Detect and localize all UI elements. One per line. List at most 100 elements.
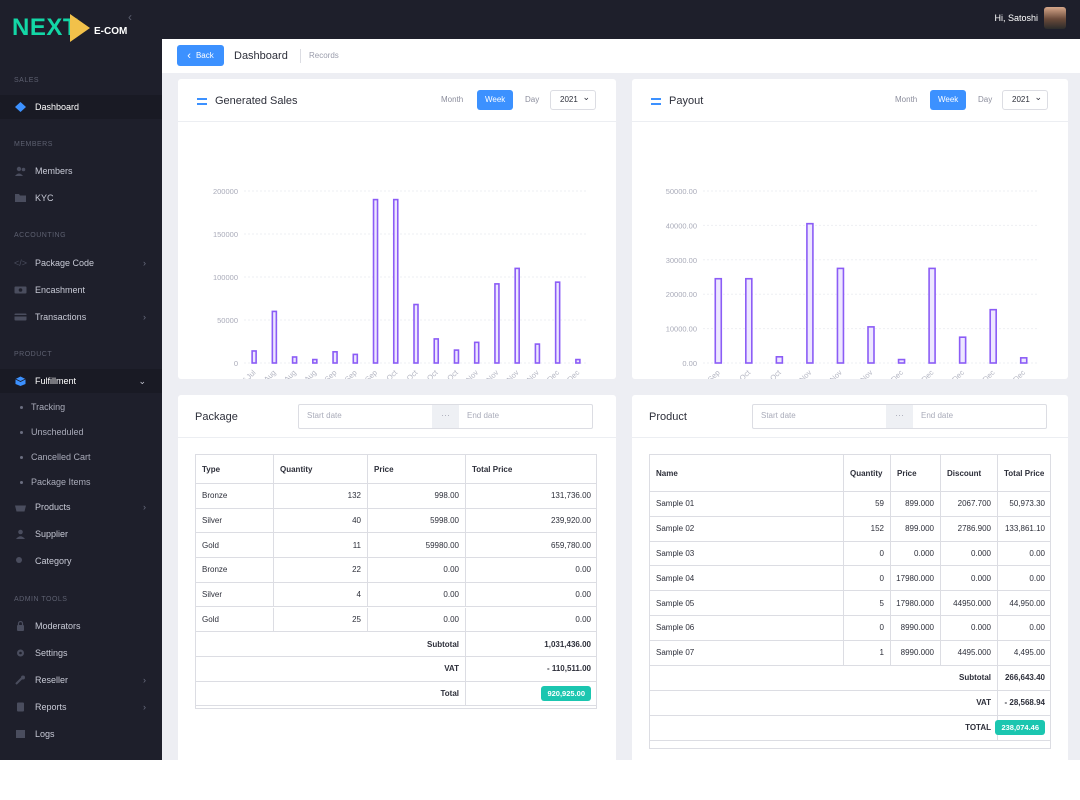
bar[interactable]	[928, 267, 936, 364]
table-cell: 0.00	[368, 558, 466, 582]
chevron-right-icon: ›	[143, 312, 146, 322]
product-card: Product Start date ··· End date Name Quan…	[632, 395, 1068, 760]
bar[interactable]	[554, 281, 561, 364]
table-cell: 44950.000	[941, 591, 998, 615]
filter-month[interactable]: Month	[895, 95, 918, 104]
bar[interactable]	[433, 338, 440, 364]
bar[interactable]	[352, 353, 359, 364]
bar[interactable]	[867, 326, 875, 364]
year-select[interactable]: 2021	[550, 88, 596, 110]
sidebar-item-members[interactable]: Members	[0, 159, 162, 183]
sidebar-item-products[interactable]: Products ›	[0, 495, 162, 519]
bar[interactable]	[332, 351, 338, 364]
sidebar-item-reports[interactable]: Reports ›	[0, 695, 162, 719]
y-tick-label: 10000.00	[666, 325, 697, 334]
sidebar-subitem-unscheduled[interactable]: Unscheduled	[20, 427, 84, 437]
sidebar-subitem-cancelled-cart[interactable]: Cancelled Cart	[20, 452, 91, 462]
bar[interactable]	[714, 277, 723, 364]
start-date-input[interactable]: Start date	[761, 411, 796, 420]
sidebar-item-transactions[interactable]: Transactions ›	[0, 305, 162, 329]
sidebar-item-settings[interactable]: Settings	[0, 641, 162, 665]
filter-day[interactable]: Day	[978, 95, 993, 104]
table-cell: 0.00	[575, 565, 591, 575]
bar[interactable]	[1019, 357, 1028, 364]
table-cell: Sample 01	[650, 492, 844, 516]
back-button[interactable]: ‹ Back	[177, 45, 224, 66]
sidebar-item-logs[interactable]: Logs	[0, 722, 162, 746]
column-header: Price	[368, 455, 466, 483]
bar[interactable]	[392, 198, 399, 364]
bar[interactable]	[534, 343, 541, 364]
bar[interactable]	[575, 358, 581, 364]
year-select[interactable]: 2021	[1002, 88, 1048, 110]
table-cell: Gold	[196, 533, 274, 558]
filter-day[interactable]: Day	[525, 95, 540, 104]
table-cell: 17980.000	[891, 591, 941, 615]
bar[interactable]	[251, 350, 257, 364]
cash-icon	[14, 286, 27, 294]
sidebar-item-moderators[interactable]: Moderators	[0, 614, 162, 638]
filter-month[interactable]: Month	[441, 95, 464, 104]
user-greeting[interactable]: Hi, Satoshi	[994, 13, 1038, 23]
sidebar-item-fulfillment[interactable]: Fulfillment ⌄	[0, 369, 162, 393]
summary-value: 238,074.46	[995, 716, 1051, 740]
end-date-input[interactable]: End date	[921, 411, 954, 420]
start-date-input[interactable]: Start date	[307, 411, 342, 420]
bar[interactable]	[775, 356, 784, 364]
sidebar-item-category[interactable]: Category	[0, 549, 162, 573]
sidebar-item-reseller[interactable]: Reseller ›	[0, 668, 162, 692]
filter-week[interactable]: Week	[930, 90, 967, 110]
bar[interactable]	[806, 222, 814, 364]
bar[interactable]	[453, 349, 460, 364]
table-cell: Sample 06	[650, 616, 844, 640]
table-cell: 0.00	[1029, 573, 1045, 583]
sidebar-item-dashboard[interactable]: Dashboard	[0, 95, 162, 119]
date-range-picker[interactable]: Start date ··· End date	[298, 404, 593, 429]
table-cell: 0.00	[575, 614, 591, 624]
sidebar: NEXT E-COM ‹ SALES Dashboard MEMBERS Mem…	[0, 0, 162, 760]
bar[interactable]	[514, 267, 520, 364]
bar[interactable]	[312, 358, 318, 364]
sidebar-item-supplier[interactable]: Supplier	[0, 522, 162, 546]
sidebar-item-package-code[interactable]: </> Package Code ›	[0, 251, 162, 275]
table-cell: 8990.000	[891, 640, 941, 665]
bar[interactable]	[291, 356, 298, 364]
table-cell: Silver	[196, 508, 274, 533]
wrench-icon	[15, 675, 25, 685]
chevron-down-icon: ⌄	[138, 375, 146, 386]
end-date-input[interactable]: End date	[467, 411, 500, 420]
summary-row: Subtotal 1,031,436.00	[196, 632, 596, 657]
section-accounting: ACCOUNTING	[14, 232, 67, 239]
table-cell: 0.00	[368, 582, 466, 607]
bar[interactable]	[989, 308, 997, 364]
collapse-sidebar-icon[interactable]: ‹	[128, 10, 132, 24]
summary-value: 266,643.40	[1004, 673, 1045, 683]
section-product: PRODUCT	[14, 351, 53, 358]
sidebar-item-label: Category	[35, 556, 72, 566]
sidebar-subitem-package-items[interactable]: Package Items	[20, 477, 91, 487]
x-tick-label: Week 39 of Sep	[678, 368, 722, 379]
sidebar-item-label: Members	[35, 166, 73, 176]
sidebar-item-kyc[interactable]: KYC	[0, 186, 162, 210]
bar[interactable]	[372, 198, 379, 364]
card-header: Package Start date ··· End date	[178, 395, 616, 438]
breadcrumb-link-records[interactable]: Records	[309, 51, 339, 60]
sidebar-subitem-tracking[interactable]: Tracking	[20, 402, 65, 412]
bar[interactable]	[494, 283, 500, 364]
table-cell: 239,920.00	[550, 516, 591, 526]
product-table: Name Quantity Price Discount Total Price Samp…	[649, 454, 1051, 749]
sidebar-item-label: Reports	[35, 702, 67, 712]
avatar[interactable]	[1044, 7, 1066, 29]
bar[interactable]	[271, 310, 278, 364]
bar[interactable]	[897, 358, 906, 364]
sidebar-item-encashment[interactable]: Encashment	[0, 278, 162, 302]
date-range-picker[interactable]: Start date ··· End date	[752, 404, 1047, 429]
y-tick-label: 200000	[213, 187, 238, 196]
bar[interactable]	[745, 277, 753, 364]
bar[interactable]	[958, 336, 967, 364]
bar[interactable]	[473, 341, 480, 364]
bar[interactable]	[413, 303, 419, 364]
filter-week[interactable]: Week	[477, 90, 514, 110]
brand-logo[interactable]: NEXT E-COM ‹	[0, 0, 162, 58]
bar[interactable]	[836, 267, 845, 364]
